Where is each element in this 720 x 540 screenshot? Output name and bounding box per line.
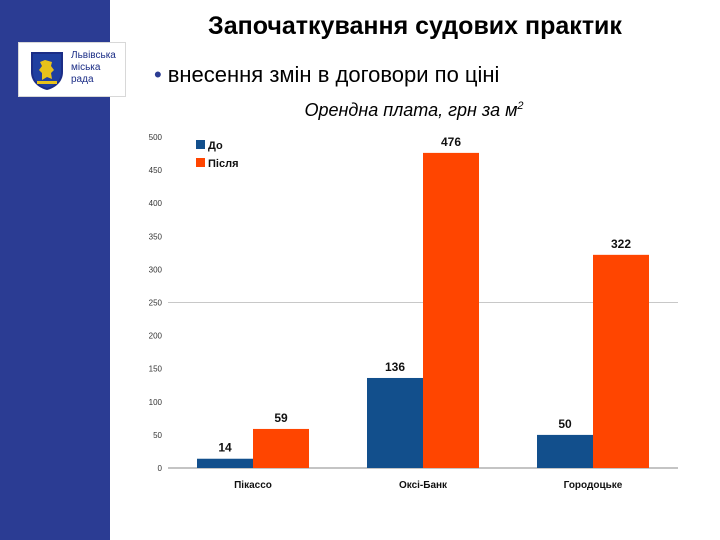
- y-tick-label-450: 450: [149, 166, 163, 175]
- bar-after-2: [593, 254, 649, 468]
- y-tick-label-350: 350: [149, 232, 163, 241]
- logo-caption: Львівська міська рада: [71, 50, 125, 86]
- y-tick-label-300: 300: [149, 265, 163, 274]
- data-label-before-2: 50: [558, 417, 572, 431]
- y-tick-label-150: 150: [149, 365, 163, 374]
- x-category-label-2: Городоцьке: [564, 480, 623, 491]
- chart-title-superscript: 2: [517, 100, 524, 112]
- legend-label-0: До: [208, 140, 223, 152]
- x-category-label-0: Пікассо: [234, 480, 272, 491]
- legend-swatch-1: [196, 158, 205, 167]
- y-tick-label-400: 400: [149, 199, 163, 208]
- bar-before-2: [537, 434, 593, 468]
- data-label-after-1: 476: [441, 135, 461, 149]
- chart-title-text: Орендна плата, грн за м: [304, 100, 518, 120]
- bar-before-0: [197, 458, 253, 468]
- y-tick-label-250: 250: [149, 299, 163, 308]
- slide-title: Започаткування судових практик: [208, 12, 622, 40]
- y-tick-label-200: 200: [149, 332, 163, 341]
- legend-label-1: Після: [208, 158, 239, 170]
- bullet-item: • внесення змін в договори по ціні: [154, 62, 499, 88]
- y-tick-label-0: 0: [158, 464, 163, 473]
- data-label-before-1: 136: [385, 360, 405, 374]
- city-council-logo: Львівська міська рада: [18, 42, 126, 97]
- data-label-before-0: 14: [218, 441, 232, 455]
- bar-before-1: [367, 377, 423, 468]
- y-tick-label-100: 100: [149, 398, 163, 407]
- bar-after-1: [423, 152, 479, 468]
- bullet-dot-icon: •: [154, 62, 162, 87]
- y-tick-label-500: 500: [149, 133, 163, 142]
- logo-line-2: міська: [71, 62, 101, 73]
- legend-swatch-0: [196, 140, 205, 149]
- logo-line-3: рада: [71, 74, 94, 85]
- chart-title: Орендна плата, грн за м2: [110, 100, 718, 121]
- lion-shield-icon: [31, 52, 63, 90]
- y-tick-label-50: 50: [153, 431, 162, 440]
- data-label-after-0: 59: [274, 411, 288, 425]
- logo-line-1: Львівська: [71, 50, 116, 61]
- bar-after-0: [253, 428, 309, 468]
- bullet-text: внесення змін в договори по ціні: [167, 62, 500, 87]
- data-label-after-2: 322: [611, 237, 631, 251]
- rent-bar-chart: 0 50 100 150 200 250 300 350 400 450 500 14 59 Пікасс…: [149, 133, 678, 491]
- x-category-label-1: Оксі-Банк: [399, 480, 448, 491]
